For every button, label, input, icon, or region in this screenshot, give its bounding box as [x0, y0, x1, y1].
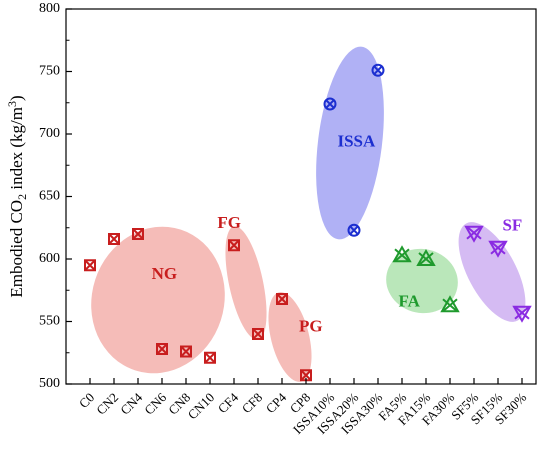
group-regions: [91, 46, 526, 382]
region-fa: [386, 248, 458, 314]
data-point-cn6: [156, 343, 168, 355]
x-axis: C0CN2CN4CN6CN8CN10CF4CF8CP4CP8ISSA10%ISS…: [76, 378, 529, 437]
data-point-sf5pct: [464, 225, 484, 243]
data-point-issa10pct: [323, 97, 337, 111]
data-point-sf30pct: [512, 305, 532, 323]
x-tick-label: CN2: [93, 390, 121, 418]
x-tick-label: CN10: [185, 390, 218, 423]
region-issa: [316, 46, 384, 240]
data-point-c0: [84, 259, 96, 272]
data-point-fa5pct: [392, 245, 412, 263]
y-tick-label: 750: [39, 64, 60, 79]
y-axis: 500 550 600 650 700 750 800: [39, 1, 72, 391]
data-point-cf8: [252, 328, 264, 340]
group-label-fa: FA: [398, 292, 420, 311]
group-label-pg: PG: [299, 317, 323, 336]
region-fg: [225, 226, 267, 340]
data-point-sf15pct: [488, 240, 508, 258]
data-point-cf4: [228, 239, 240, 252]
y-tick-label: 500: [39, 376, 60, 391]
group-labels: NG FG PG ISSA FA SF: [152, 132, 523, 336]
x-tick-label: CN6: [141, 389, 169, 417]
region-ng: [91, 226, 225, 374]
data-point-issa30pct: [371, 63, 385, 77]
y-label-subscript: 2: [15, 194, 29, 200]
data-point-fa15pct: [416, 248, 436, 266]
region-sf: [458, 222, 526, 322]
region-pg: [268, 292, 312, 382]
y-label-superscript: 3: [5, 101, 19, 107]
y-axis-label: Embodied CO2 index (kg/m3): [5, 95, 29, 297]
group-label-ng: NG: [152, 264, 178, 283]
y-tick-label: 650: [39, 189, 60, 204]
y-label-text: Embodied CO: [7, 200, 26, 298]
data-point-fa30pct: [440, 295, 460, 313]
x-tick-label: CP4: [263, 389, 290, 416]
x-tick-label: CF4: [215, 389, 242, 416]
y-tick-label: 600: [39, 251, 60, 266]
y-label-text: index (kg/m: [7, 107, 26, 194]
y-tick-label: 700: [39, 126, 60, 141]
data-point-cn2: [108, 233, 120, 245]
data-point-cn4: [132, 228, 144, 240]
y-label-text: ): [7, 95, 26, 101]
x-tick-label: CF8: [239, 390, 265, 416]
x-tick-label: CN4: [117, 389, 145, 417]
data-point-cp4: [276, 293, 288, 305]
group-label-fg: FG: [217, 213, 241, 232]
y-tick-label: 550: [39, 314, 60, 329]
data-points: [84, 63, 532, 382]
group-label-issa: ISSA: [337, 132, 376, 151]
data-point-issa20pct: [347, 223, 361, 237]
group-label-sf: SF: [502, 215, 522, 234]
data-point-cn8: [180, 345, 192, 358]
y-tick-label: 800: [39, 1, 60, 16]
data-point-cn10: [204, 351, 216, 364]
